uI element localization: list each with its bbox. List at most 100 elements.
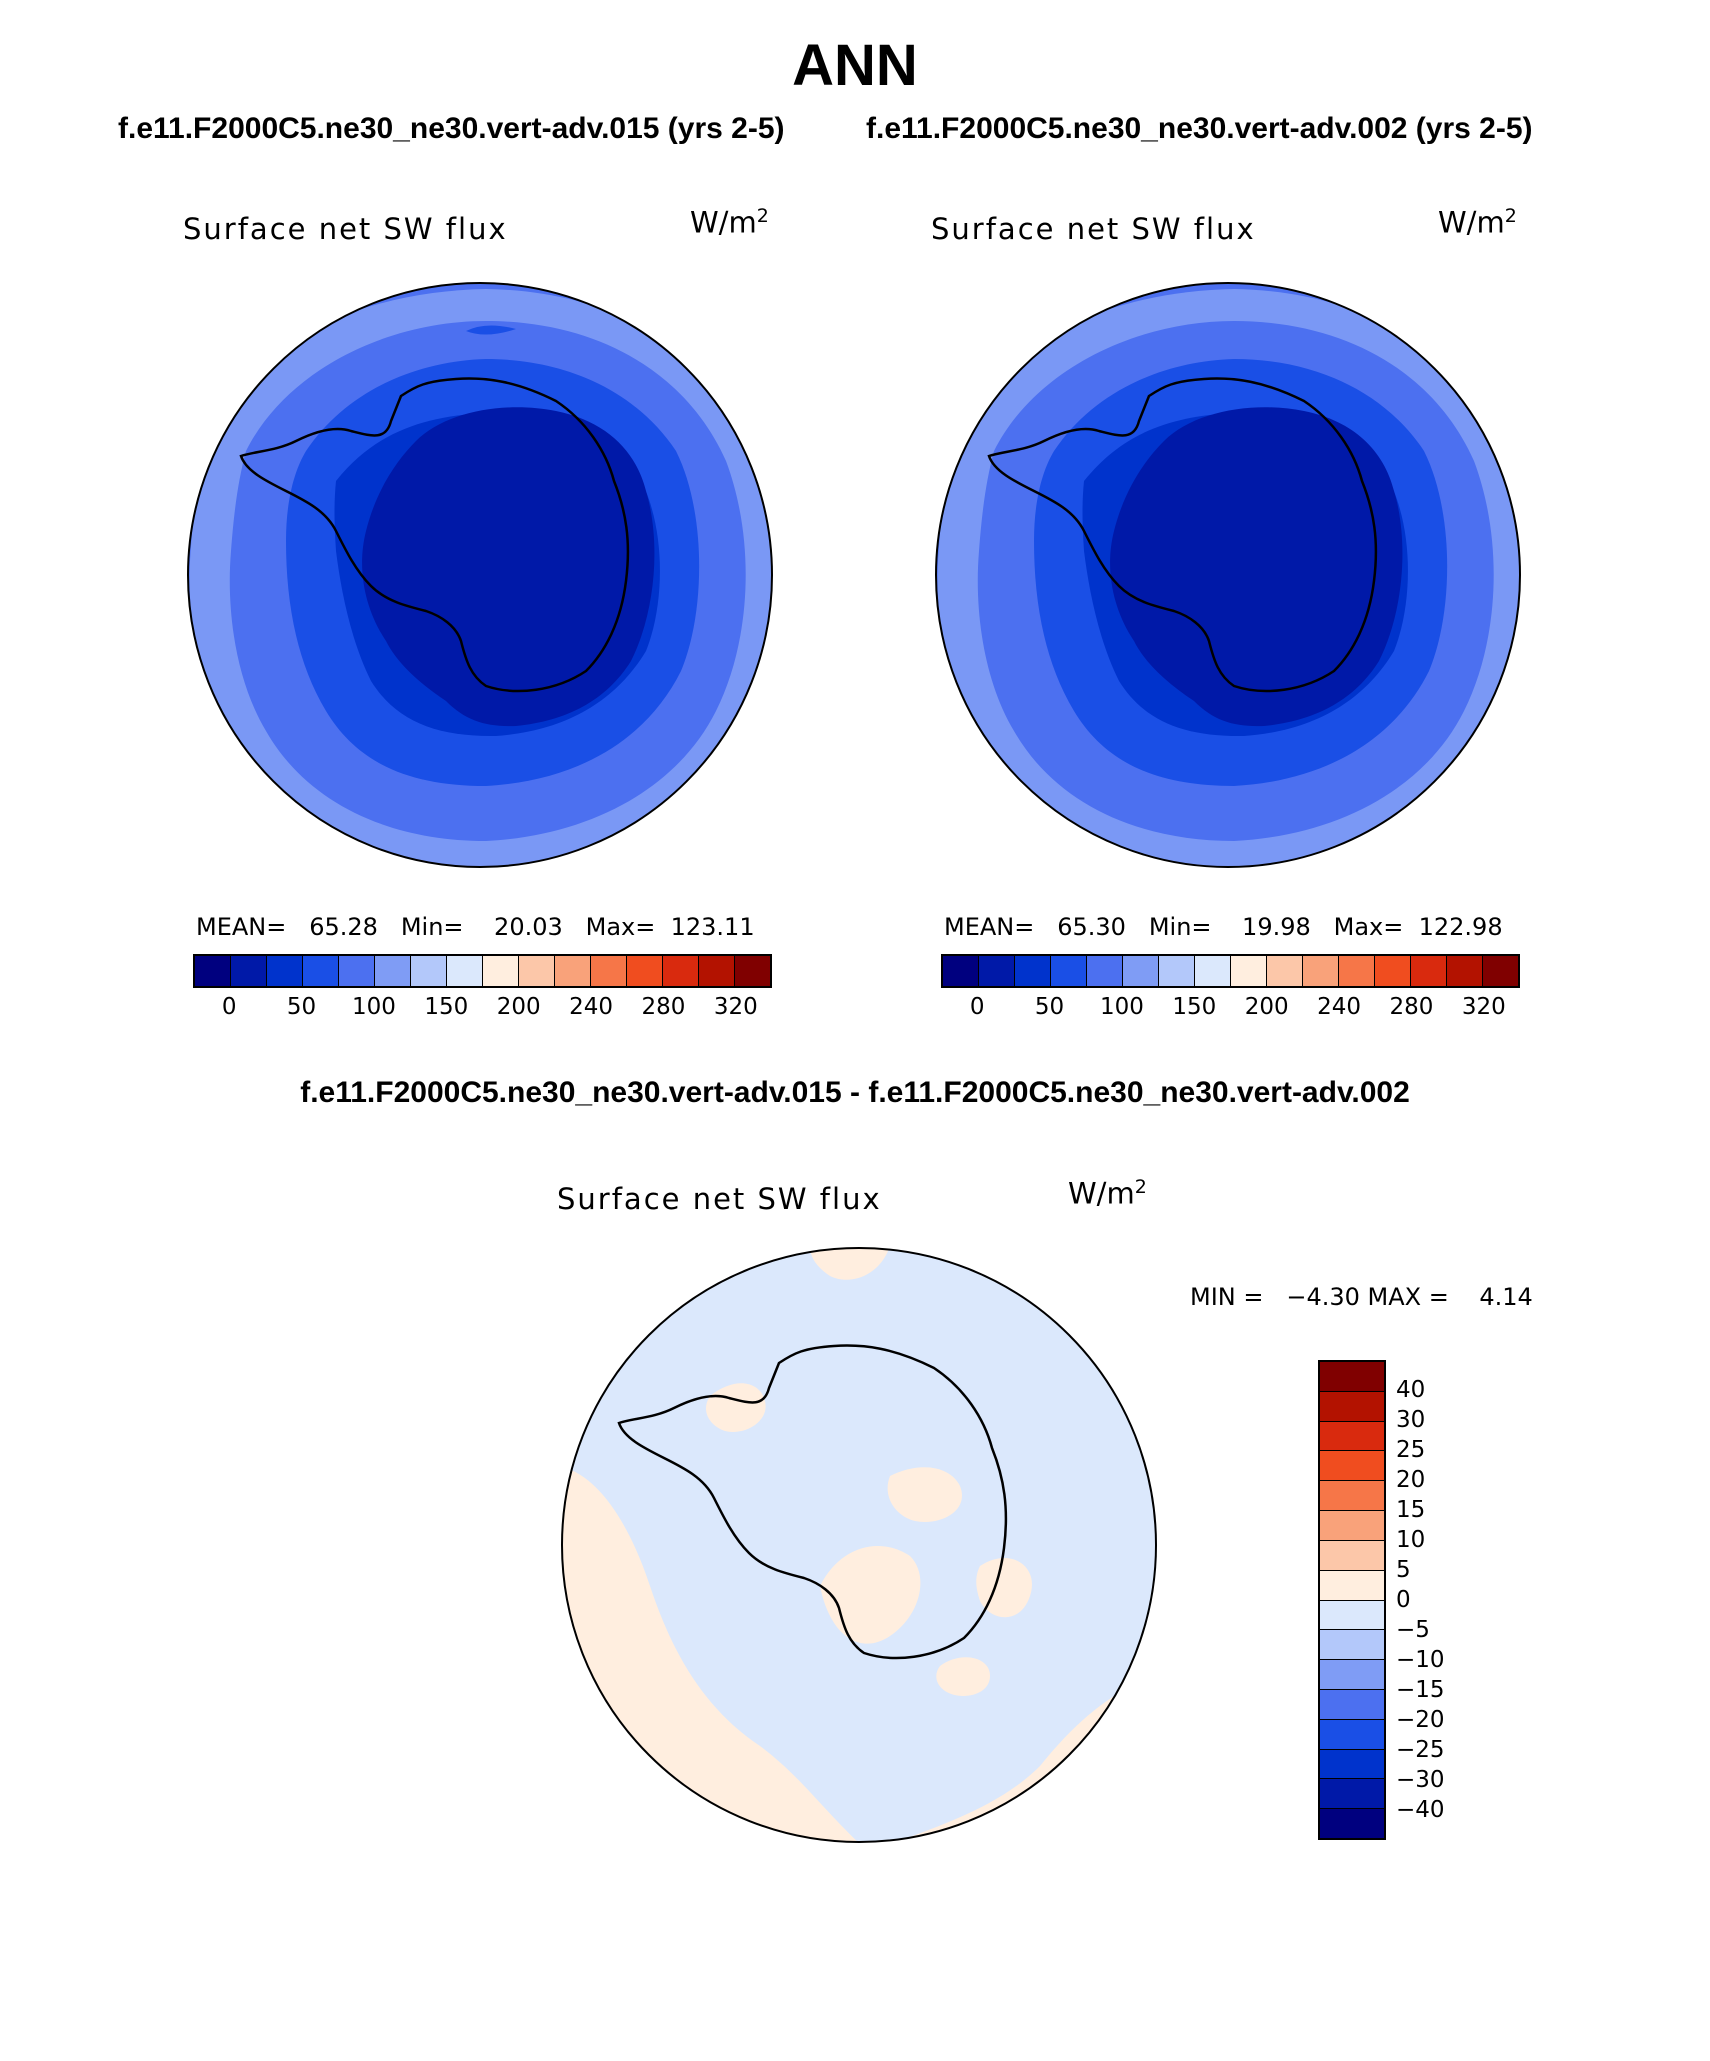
colorbar-box xyxy=(1159,956,1195,986)
colorbar-tick-label: 20 xyxy=(1396,1467,1426,1493)
colorbar-tick-label: −15 xyxy=(1396,1677,1445,1703)
colorbar-tick-label: −30 xyxy=(1396,1767,1445,1793)
colorbar-tick-label: 200 xyxy=(1244,994,1289,1020)
colorbar-tick-label: 280 xyxy=(641,994,686,1020)
panel1-stats: MEAN= 65.28 Min= 20.03 Max= 123.11 xyxy=(196,913,755,941)
colorbar-tick-label: 240 xyxy=(569,994,614,1020)
panel2-stats: MEAN= 65.30 Min= 19.98 Max= 122.98 xyxy=(944,913,1503,941)
panel2-variable-label: Surface net SW flux xyxy=(931,212,1256,246)
colorbar-box xyxy=(1375,956,1411,986)
colorbar-tick-label: 240 xyxy=(1317,994,1362,1020)
colorbar-tick-label: 100 xyxy=(1099,994,1144,1020)
colorbar-tick-label: −20 xyxy=(1396,1707,1445,1733)
colorbar-box xyxy=(411,956,447,986)
colorbar-box xyxy=(1320,1391,1384,1422)
colorbar-box xyxy=(1320,1421,1384,1452)
colorbar-box xyxy=(483,956,519,986)
colorbar-tick-label: −10 xyxy=(1396,1647,1445,1673)
colorbar-box xyxy=(1051,956,1087,986)
colorbar-tick-label: 150 xyxy=(1172,994,1217,1020)
colorbar-tick-label: 15 xyxy=(1396,1497,1426,1523)
panel2-units-label: W/m2 xyxy=(1438,205,1517,240)
colorbar-box xyxy=(1483,956,1518,986)
colorbar-box xyxy=(1447,956,1483,986)
colorbar-box xyxy=(1320,1570,1384,1601)
colorbar-box xyxy=(663,956,699,986)
colorbar-tick-label: 320 xyxy=(1461,994,1506,1020)
diff-colorbar xyxy=(1318,1360,1386,1840)
colorbar-box xyxy=(195,956,231,986)
colorbar-box xyxy=(591,956,627,986)
colorbar-box xyxy=(1320,1719,1384,1750)
colorbar-tick-label: 0 xyxy=(221,994,237,1020)
colorbar-tick-label: −40 xyxy=(1396,1797,1445,1823)
panel2-colorbar xyxy=(941,954,1520,988)
colorbar-box xyxy=(1087,956,1123,986)
panel2-colorbar-labels: 0 50 100 150 200 240 280 320 xyxy=(941,994,1520,1024)
colorbar-box xyxy=(1231,956,1267,986)
colorbar-box xyxy=(555,956,591,986)
figure-title: ANN xyxy=(792,33,918,98)
colorbar-box xyxy=(627,956,663,986)
diff-units-label: W/m2 xyxy=(1068,1176,1147,1211)
colorbar-tick-label: 10 xyxy=(1396,1527,1426,1553)
colorbar-tick-label: −25 xyxy=(1396,1737,1445,1763)
colorbar-tick-label: 30 xyxy=(1396,1407,1426,1433)
colorbar-box xyxy=(1320,1600,1384,1631)
colorbar-box xyxy=(1320,1809,1384,1838)
panel2-polar-map xyxy=(935,282,1521,868)
colorbar-box xyxy=(735,956,770,986)
colorbar-box xyxy=(1320,1451,1384,1482)
colorbar-tick-label: 5 xyxy=(1396,1557,1411,1583)
colorbar-box xyxy=(1320,1511,1384,1541)
panel1-units-label: W/m2 xyxy=(690,205,769,240)
panel1-polar-map xyxy=(187,282,773,868)
colorbar-box xyxy=(1411,956,1447,986)
colorbar-box xyxy=(1320,1689,1384,1720)
colorbar-box xyxy=(699,956,735,986)
colorbar-box xyxy=(1303,956,1339,986)
colorbar-tick-label: 40 xyxy=(1396,1377,1426,1403)
diff-polar-map xyxy=(561,1247,1157,1843)
colorbar-box xyxy=(1320,1779,1384,1810)
colorbar-tick-label: 320 xyxy=(713,994,758,1020)
colorbar-tick-label: 200 xyxy=(496,994,541,1020)
colorbar-tick-label: 50 xyxy=(1034,994,1065,1020)
colorbar-box xyxy=(1015,956,1051,986)
colorbar-box xyxy=(979,956,1015,986)
colorbar-box xyxy=(303,956,339,986)
diff-title: f.e11.F2000C5.ne30_ne30.vert-adv.015 - f… xyxy=(300,1076,1410,1109)
panel2-case-title: f.e11.F2000C5.ne30_ne30.vert-adv.002 (yr… xyxy=(866,112,1533,145)
diff-colorbar-labels: 40 30 25 20 15 10 5 0 −5 −10 −15 −20 −25 −30 −40 xyxy=(1396,1360,1476,1840)
panel1-colorbar-labels: 0 50 100 150 200 240 280 320 xyxy=(193,994,772,1024)
colorbar-box xyxy=(1195,956,1231,986)
colorbar-tick-label: 100 xyxy=(351,994,396,1020)
colorbar-box xyxy=(1339,956,1375,986)
colorbar-box xyxy=(339,956,375,986)
colorbar-box xyxy=(267,956,303,986)
colorbar-box xyxy=(1320,1660,1384,1690)
colorbar-tick-label: 150 xyxy=(424,994,469,1020)
diff-variable-label: Surface net SW flux xyxy=(557,1182,882,1216)
colorbar-tick-label: −5 xyxy=(1396,1617,1430,1643)
colorbar-tick-label: 280 xyxy=(1389,994,1434,1020)
colorbar-tick-label: 0 xyxy=(1396,1587,1411,1613)
colorbar-box xyxy=(375,956,411,986)
colorbar-box xyxy=(1123,956,1159,986)
colorbar-box xyxy=(1320,1481,1384,1512)
colorbar-box xyxy=(1320,1749,1384,1780)
panel1-colorbar xyxy=(193,954,772,988)
colorbar-tick-label: 50 xyxy=(286,994,317,1020)
colorbar-box xyxy=(519,956,555,986)
colorbar-box xyxy=(1267,956,1303,986)
colorbar-box xyxy=(447,956,483,986)
panel1-variable-label: Surface net SW flux xyxy=(183,212,508,246)
panel1-case-title: f.e11.F2000C5.ne30_ne30.vert-adv.015 (yr… xyxy=(118,112,785,145)
colorbar-box xyxy=(1320,1540,1384,1571)
colorbar-box xyxy=(1320,1630,1384,1661)
colorbar-tick-label: 0 xyxy=(969,994,985,1020)
diff-stats: MIN = −4.30 MAX = 4.14 xyxy=(1190,1283,1533,1311)
colorbar-tick-label: 25 xyxy=(1396,1437,1426,1463)
colorbar-box xyxy=(1320,1362,1384,1392)
colorbar-box xyxy=(231,956,267,986)
